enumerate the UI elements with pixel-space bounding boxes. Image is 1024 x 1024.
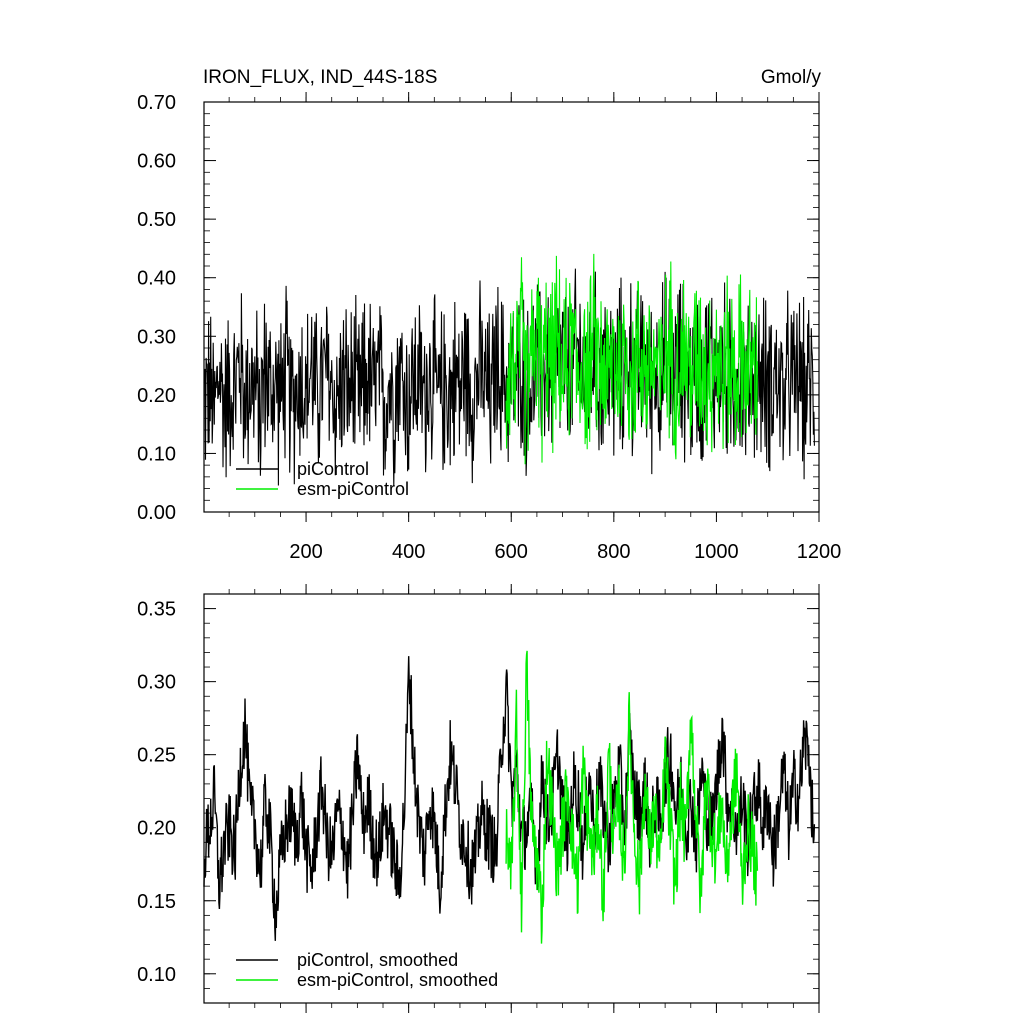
y-tick-label: 0.30: [137, 672, 176, 694]
legend-label: esm-piControl: [297, 479, 409, 499]
y-tick-label: 0.35: [137, 599, 176, 621]
plot-frame: [203, 593, 820, 1004]
units-label: Gmol/y: [761, 67, 822, 88]
x-tick-label: 600: [495, 541, 528, 563]
series-lines: [203, 253, 815, 486]
tick-marks: [204, 584, 820, 1013]
y-tick-label: 0.50: [137, 209, 176, 231]
legend-label: piControl, smoothed: [297, 950, 458, 970]
y-tick-label: 0.10: [137, 964, 176, 986]
y-tick-label: 0.20: [137, 385, 176, 407]
y-tick-label: 0.20: [137, 818, 176, 840]
y-tick-label: 0.00: [137, 502, 176, 524]
y-tick-label: 0.10: [137, 443, 176, 465]
series-line-esm-picontrol-smoothed: [505, 650, 759, 944]
y-tick-label: 0.15: [137, 891, 176, 913]
series-lines: [203, 650, 816, 944]
legend-label: esm-piControl, smoothed: [297, 970, 498, 990]
series-line-picontrol-smoothed: [203, 656, 816, 941]
panel-bottom: 0.10 0.15 0.20 0.25 0.30 0.35 piControl, smoo…: [137, 584, 820, 1013]
x-tick-label: 200: [289, 541, 322, 563]
x-tick-labels: 200 400 600 800 1000 1200: [289, 541, 841, 563]
plot-frame: [203, 101, 820, 513]
tick-marks: [204, 92, 820, 522]
y-tick-label: 0.60: [137, 151, 176, 173]
chart-title: IRON_FLUX, IND_44S-18S: [203, 67, 437, 88]
y-tick-labels: 0.10 0.15 0.20 0.25 0.30 0.35: [137, 599, 176, 986]
x-tick-label: 1000: [694, 541, 739, 563]
y-tick-label: 0.70: [137, 92, 176, 114]
x-tick-label: 800: [597, 541, 630, 563]
y-tick-label: 0.40: [137, 268, 176, 290]
panel-top: IRON_FLUX, IND_44S-18S Gmol/y 0.000.100.…: [137, 67, 841, 563]
legend-label: piControl: [297, 459, 369, 479]
y-tick-labels: 0.00 0.10 0.20 0.30 0.40 0.50 0.60 0.70: [137, 92, 176, 524]
series-line-esm-picontrol: [505, 253, 758, 465]
y-tick-label: 0.30: [137, 326, 176, 348]
y-tick-label: 0.25: [137, 745, 176, 767]
x-tick-label: 1200: [797, 541, 842, 563]
x-tick-label: 400: [392, 541, 425, 563]
